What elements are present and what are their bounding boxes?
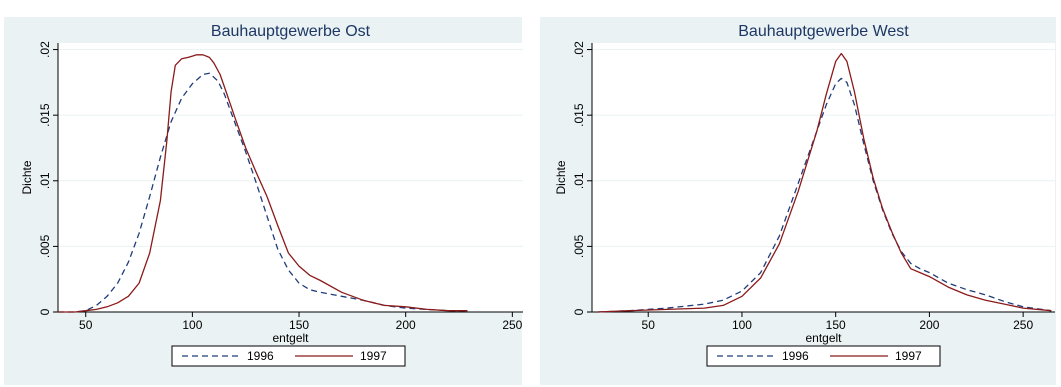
series-line-1997 bbox=[58, 54, 468, 313]
plot-area bbox=[58, 43, 523, 312]
legend-box bbox=[706, 345, 941, 367]
y-tick-label: 0 bbox=[38, 308, 52, 315]
x-axis-title: entgelt bbox=[272, 331, 309, 345]
y-tick-label: .02 bbox=[572, 41, 586, 58]
y-tick-label: .005 bbox=[572, 234, 586, 258]
x-tick-label: 50 bbox=[642, 318, 656, 332]
y-tick-label: .005 bbox=[38, 234, 52, 258]
x-tick-label: 250 bbox=[1013, 318, 1033, 332]
series-line-1997 bbox=[597, 52, 1052, 313]
x-tick-label: 250 bbox=[502, 318, 522, 332]
y-tick-label: .01 bbox=[572, 172, 586, 189]
y-tick-label: 0 bbox=[572, 308, 586, 315]
legend-label: 1996 bbox=[782, 349, 809, 363]
x-tick-label: 100 bbox=[732, 318, 752, 332]
x-tick-label: 200 bbox=[919, 318, 939, 332]
chart-title: Bauhauptgewerbe West bbox=[738, 23, 909, 40]
series-line-1996 bbox=[597, 77, 1052, 313]
y-axis-title: Dichte bbox=[554, 160, 568, 194]
y-axis-title: Dichte bbox=[20, 160, 34, 194]
plot-area bbox=[592, 43, 1055, 312]
chart-panel-1: Bauhauptgewerbe Ost 0 .005 .01 .015 .02 50 100 1… bbox=[4, 17, 523, 385]
x-tick-label: 150 bbox=[289, 318, 309, 332]
y-tick-label: .015 bbox=[38, 103, 52, 127]
legend: 1996 1997 bbox=[706, 345, 941, 367]
chart-title: Bauhauptgewerbe Ost bbox=[211, 23, 371, 40]
y-tick-label: .02 bbox=[38, 41, 52, 58]
y-tick-label: .01 bbox=[38, 172, 52, 189]
series-line-1996 bbox=[58, 72, 468, 313]
x-tick-label: 200 bbox=[396, 318, 416, 332]
chart-panel-2: Bauhauptgewerbe West 0 .005 .01 .015 .02 50 100… bbox=[540, 17, 1056, 385]
legend-label: 1996 bbox=[247, 349, 274, 363]
x-axis-title: entgelt bbox=[805, 331, 842, 345]
legend-label: 1997 bbox=[360, 349, 387, 363]
x-tick-label: 150 bbox=[826, 318, 846, 332]
x-tick-label: 100 bbox=[182, 318, 202, 332]
legend: 1996 1997 bbox=[171, 345, 406, 367]
legend-label: 1997 bbox=[895, 349, 922, 363]
legend-box bbox=[171, 345, 406, 367]
x-tick-label: 50 bbox=[79, 318, 93, 332]
y-tick-label: .015 bbox=[572, 103, 586, 127]
